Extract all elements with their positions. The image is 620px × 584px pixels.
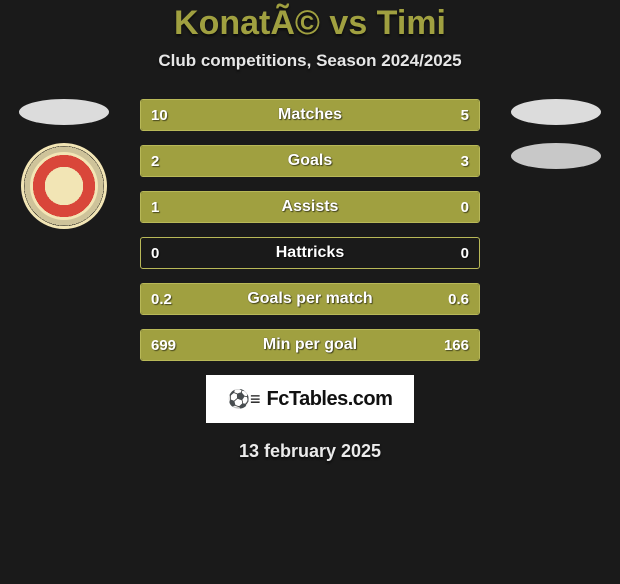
snapshot-date: 13 february 2025 [0,441,620,462]
stat-row: 0.20.6Goals per match [140,283,480,315]
left-badges [16,99,112,229]
stat-value-left: 0 [151,238,159,268]
stat-fill-left [141,192,479,222]
stat-fill-left [141,330,206,360]
stat-fill-left [141,146,276,176]
club-right-placeholder-icon [511,143,601,169]
stat-label: Hattricks [141,238,479,268]
stat-fill-left [141,100,366,130]
stat-value-right: 0 [461,238,469,268]
stat-fill-right [206,330,479,360]
comparison-stage: 105Matches 23Goals 10Assists 0 0Hattricks 0.2… [0,99,620,361]
stat-row: 699166Min per goal [140,329,480,361]
stat-fill-right [366,100,479,130]
stat-row: 23Goals [140,145,480,177]
branding-badge: ⚽≡ FcTables.com [206,375,414,423]
player-left-placeholder-icon [19,99,109,125]
stat-row: 10Assists [140,191,480,223]
stat-row: 105Matches [140,99,480,131]
stat-fill-right [276,146,479,176]
subtitle: Club competitions, Season 2024/2025 [0,51,620,71]
branding-text: FcTables.com [267,388,393,411]
player-right-placeholder-icon [511,99,601,125]
stat-row: 0 0Hattricks [140,237,480,269]
right-badges [508,99,604,187]
page-title: KonatÃ© vs Timi [0,4,620,43]
stat-fill-right [226,284,480,314]
branding-logo-icon: ⚽≡ [228,389,261,410]
club-shield-icon [21,143,107,229]
stat-fill-left [141,284,226,314]
stat-bars: 105Matches 23Goals 10Assists 0 0Hattricks 0.2… [140,99,480,361]
